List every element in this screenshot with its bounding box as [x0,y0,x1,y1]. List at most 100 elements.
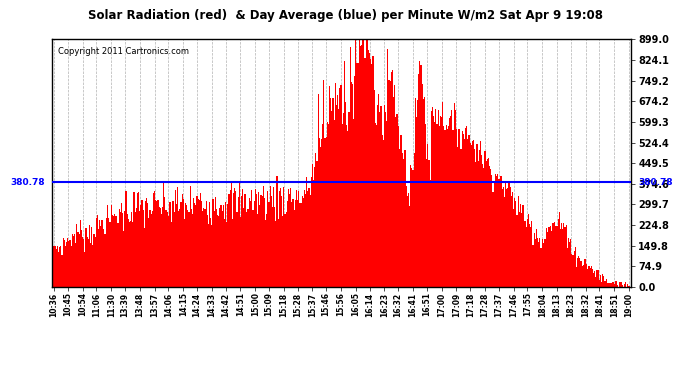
Bar [73,236,74,287]
Bar [117,223,119,287]
Bar [70,246,72,287]
Bar [497,174,498,287]
Bar [420,64,422,287]
Bar [624,284,625,287]
Bar [483,168,484,287]
Bar [477,160,479,287]
Bar [562,228,563,287]
Bar [428,160,430,287]
Bar [585,259,586,287]
Bar [511,196,512,287]
Bar [509,182,510,287]
Bar [596,270,598,287]
Bar [145,201,146,287]
Bar [289,194,290,287]
Bar [377,105,378,287]
Bar [216,209,217,287]
Bar [184,219,185,287]
Bar [274,207,275,287]
Bar [535,239,536,287]
Bar [300,203,302,287]
Bar [121,202,122,287]
Bar [113,216,114,287]
Bar [204,209,206,287]
Bar [571,254,573,287]
Bar [268,202,270,287]
Bar [57,246,58,287]
Bar [488,158,489,287]
Bar [460,149,462,287]
Bar [153,193,154,287]
Bar [110,205,112,287]
Bar [200,194,201,287]
Bar [455,110,456,287]
Bar [602,274,603,287]
Bar [147,203,148,287]
Bar [284,213,286,287]
Bar [322,124,323,287]
Bar [108,217,110,287]
Bar [139,211,140,287]
Bar [213,211,215,287]
Bar [187,210,188,287]
Bar [74,234,75,287]
Bar [344,61,345,287]
Bar [335,83,336,287]
Bar [199,200,200,287]
Bar [376,125,377,287]
Bar [220,206,221,287]
Bar [397,126,399,287]
Bar [522,205,523,287]
Bar [225,202,226,287]
Bar [176,204,177,287]
Bar [433,116,434,287]
Bar [584,260,585,287]
Bar [81,230,82,287]
Bar [181,194,183,287]
Bar [366,20,368,287]
Bar [150,214,152,287]
Bar [195,205,197,287]
Bar [159,207,160,287]
Bar [613,284,615,287]
Bar [175,190,176,287]
Text: 380.78: 380.78 [638,177,673,186]
Bar [505,181,506,287]
Bar [443,126,444,287]
Bar [458,129,460,287]
Bar [298,191,299,287]
Bar [313,180,314,287]
Bar [148,218,150,287]
Bar [587,269,589,287]
Bar [506,189,507,287]
Bar [179,209,180,287]
Bar [463,134,464,287]
Bar [523,205,524,287]
Bar [603,276,604,287]
Bar [620,282,622,287]
Bar [324,138,326,287]
Bar [591,266,592,287]
Bar [430,180,431,287]
Bar [280,188,281,287]
Bar [435,109,437,287]
Bar [305,194,306,287]
Bar [516,215,518,287]
Bar [170,202,171,287]
Bar [319,138,320,287]
Bar [68,241,70,287]
Bar [317,94,319,287]
Bar [232,219,233,287]
Bar [490,170,491,287]
Bar [599,280,600,287]
Bar [550,225,551,287]
Bar [423,99,424,287]
Bar [160,208,161,287]
Bar [413,153,415,287]
Bar [434,122,435,287]
Bar [265,219,266,287]
Bar [531,221,533,287]
Bar [146,198,147,287]
Bar [417,100,418,287]
Bar [282,216,284,287]
